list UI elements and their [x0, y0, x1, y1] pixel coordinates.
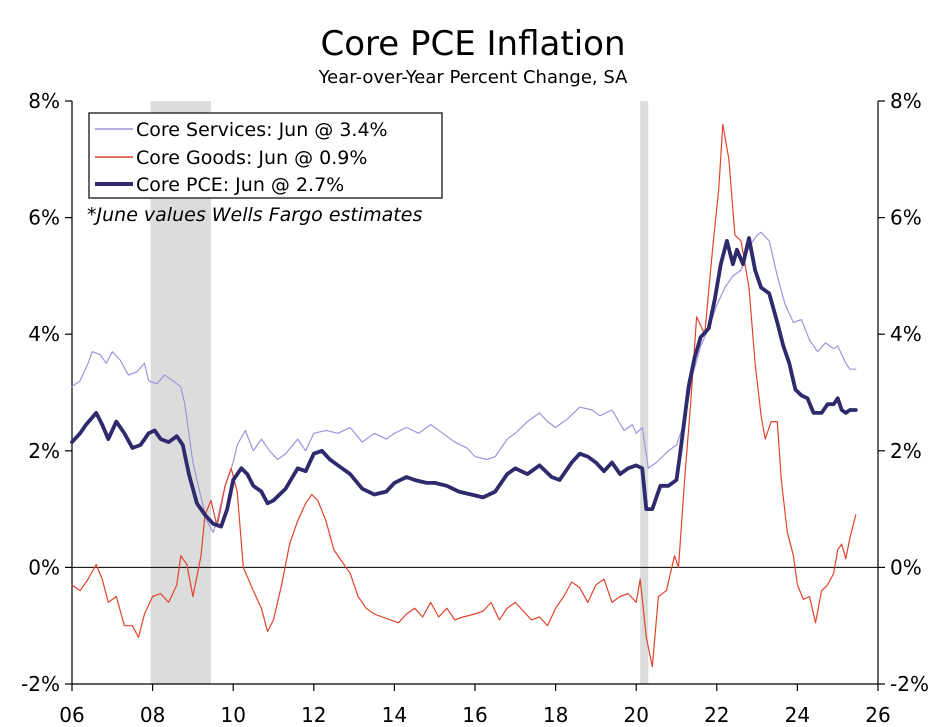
legend-note: *June values Wells Fargo estimates	[87, 204, 422, 226]
y-tick-label-left: -2%	[21, 672, 60, 696]
y-tick-label-right: 6%	[890, 206, 922, 230]
x-tick-label: 10	[220, 703, 245, 727]
x-tick-label: 14	[382, 703, 407, 727]
legend-box	[88, 112, 443, 199]
legend-label-core-services: Core Services: Jun @ 3.4%	[136, 119, 388, 141]
chart-subtitle: Year-over-Year Percent Change, SA	[318, 67, 629, 88]
y-tick-label-left: 8%	[28, 89, 60, 113]
axes: 8% 8% 6% 6% 4% 4% 2% 2% 0% 0% -2% -2% 06 08 10 12 14 16 18…	[21, 89, 929, 727]
y-tick-label-right: 2%	[890, 439, 922, 463]
y-tick-label-left: 4%	[28, 322, 60, 346]
x-tick-label: 26	[865, 703, 890, 727]
x-tick-label: 16	[462, 703, 487, 727]
y-tick-label-right: 4%	[890, 322, 922, 346]
series-line-core-goods	[71, 123, 857, 668]
x-tick-label: 06	[59, 703, 84, 727]
y-tick-label-right: 0%	[890, 555, 922, 579]
x-tick-label: 24	[785, 703, 810, 727]
legend-label-core-goods: Core Goods: Jun @ 0.9%	[136, 147, 367, 169]
x-tick-label: 08	[140, 703, 165, 727]
y-tick-label-right: -2%	[890, 672, 929, 696]
legend-label-core-pce: Core PCE: Jun @ 2.7%	[136, 174, 344, 196]
x-tick-label: 18	[543, 703, 568, 727]
chart-title: Core PCE Inflation	[321, 24, 626, 64]
x-tick-label: 20	[623, 703, 648, 727]
recession-band	[640, 101, 649, 684]
y-tick-label-left: 2%	[28, 439, 60, 463]
y-tick-label-right: 8%	[890, 89, 922, 113]
legend: Core Services: Jun @ 3.4% Core Goods: Ju…	[88, 112, 443, 199]
y-tick-label-left: 6%	[28, 206, 60, 230]
x-tick-label: 12	[301, 703, 326, 727]
y-tick-label-left: 0%	[28, 555, 60, 579]
series-lines	[70, 123, 858, 668]
x-tick-label: 22	[704, 703, 729, 727]
series-line-core-pce	[70, 236, 858, 529]
